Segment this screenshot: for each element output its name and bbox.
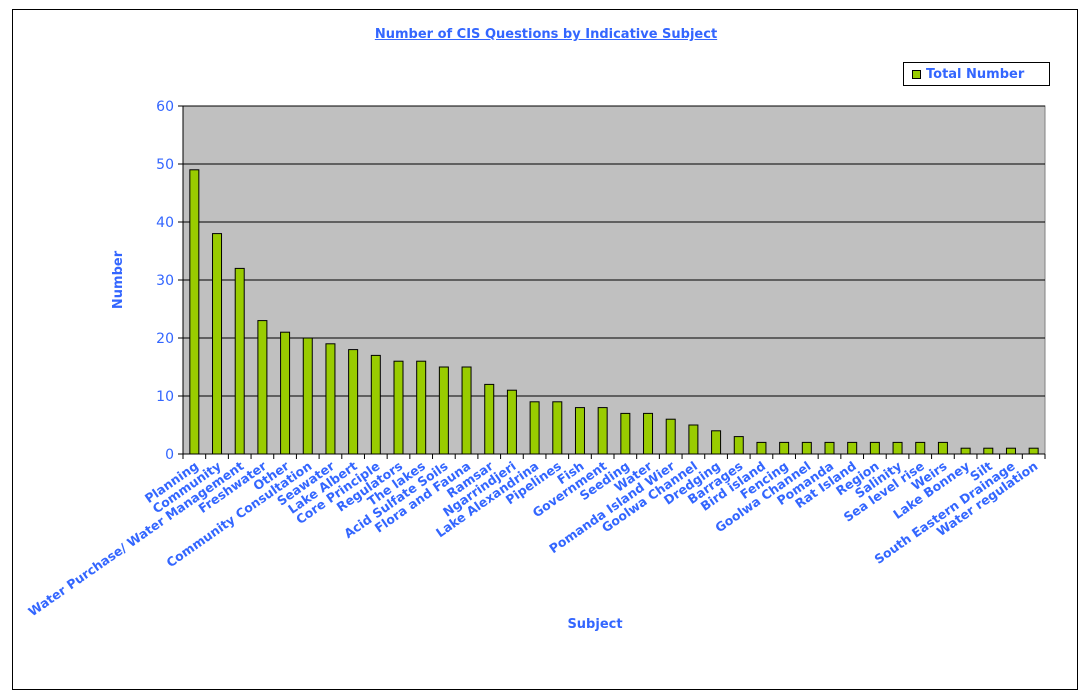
y-tick-label: 0 — [165, 447, 174, 463]
bar — [1005, 447, 1016, 455]
bar — [393, 360, 404, 455]
bar — [348, 349, 359, 455]
bar — [915, 441, 926, 455]
legend-swatch — [912, 69, 921, 79]
bar — [801, 441, 812, 455]
bar — [438, 366, 449, 455]
bar — [189, 169, 200, 455]
bar — [620, 412, 631, 455]
bar — [665, 418, 676, 455]
x-axis-title: Subject — [567, 617, 622, 632]
bar — [847, 441, 858, 455]
bar — [416, 360, 427, 455]
chart-title: Number of CIS Questions by Indicative Su… — [374, 27, 718, 42]
bar — [461, 366, 472, 455]
bar — [688, 424, 699, 455]
bar — [892, 441, 903, 455]
bar — [597, 407, 608, 455]
bar — [506, 389, 517, 455]
y-tick-label: 10 — [156, 389, 174, 405]
bar — [370, 354, 381, 455]
bar — [234, 267, 245, 455]
y-tick-label: 20 — [156, 331, 174, 347]
bar — [869, 441, 880, 455]
bar — [937, 441, 948, 455]
legend-label: Total Number — [926, 66, 1025, 82]
bar — [711, 430, 722, 455]
bar — [552, 401, 563, 455]
bar — [529, 401, 540, 455]
y-tick-label: 60 — [156, 99, 174, 115]
bar — [212, 233, 223, 455]
bar — [643, 412, 654, 455]
y-tick-label: 40 — [156, 215, 174, 231]
y-tick-label: 30 — [156, 273, 174, 289]
bar — [325, 343, 336, 455]
bar — [280, 331, 291, 455]
y-tick-label: 50 — [156, 157, 174, 173]
bar — [983, 447, 994, 455]
bar — [733, 436, 744, 455]
bar — [1028, 447, 1039, 455]
bar — [574, 407, 585, 455]
bar — [779, 441, 790, 455]
bar — [302, 337, 313, 455]
bar — [824, 441, 835, 455]
y-axis-title: Number — [111, 250, 126, 309]
bar — [960, 447, 971, 455]
bar — [756, 441, 767, 455]
bar — [257, 320, 268, 455]
chart-legend: Total Number — [903, 62, 1050, 86]
bar — [484, 383, 495, 455]
